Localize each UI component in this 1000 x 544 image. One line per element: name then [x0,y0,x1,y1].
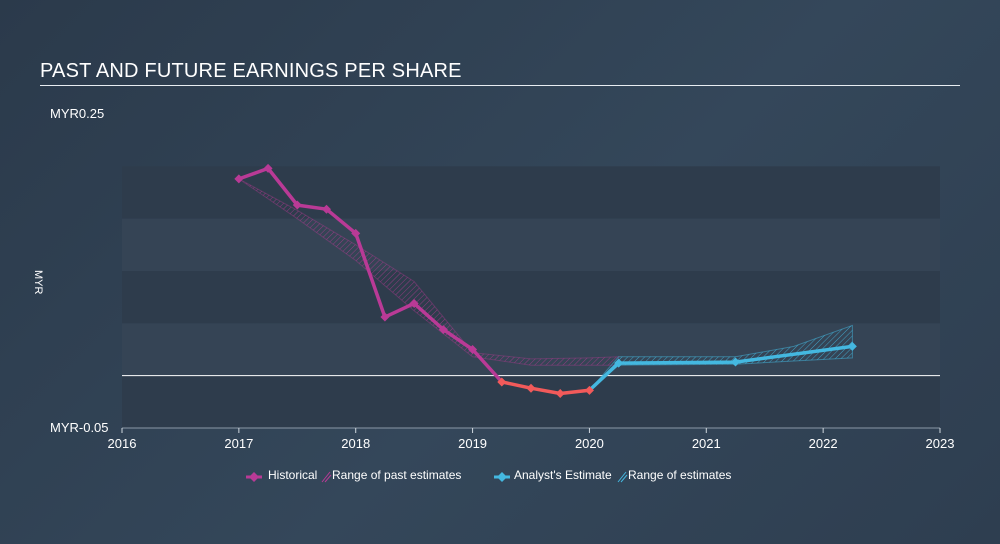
historical-point [438,325,448,335]
x-tick-label: 2022 [809,436,838,451]
historical-point [380,312,390,322]
x-tick-label: 2018 [341,436,370,451]
chart-title: PAST AND FUTURE EARNINGS PER SHARE [40,60,462,82]
historical-point [526,383,536,393]
legend-future-range-marker [617,471,628,483]
historical-point [555,388,565,398]
historical-point [263,163,273,173]
estimate-point [847,341,857,351]
historical-point [468,345,478,354]
x-tick-label: 2017 [224,436,253,451]
legend-markers [246,471,628,483]
band-1 [122,218,940,271]
historical-point [234,174,244,184]
legend-historical-label: Historical [268,468,318,482]
estimate-point [731,357,740,367]
legend-estimate-marker [497,472,507,482]
series-lines [238,166,853,396]
legend-estimate-label: Analyst's Estimate [514,468,612,482]
series-points [234,163,857,398]
historical-point [497,377,507,387]
historical-negative-line [501,380,590,396]
legend-historical-marker [249,472,259,482]
estimate-point [614,358,624,368]
historical-point [351,228,361,238]
x-tick-label: 2016 [108,436,137,451]
chart-background-bands [122,166,940,428]
future-estimates-range [589,324,853,391]
x-tick-label: 2020 [575,436,604,451]
y-axis-max-label: MYR0.25 [50,106,105,121]
x-axis: 2016 2017 2018 2019 2020 2021 2022 2023 [108,427,955,451]
x-tick-label: 2021 [692,436,721,451]
historical-line [238,166,504,384]
historical-point [584,385,594,395]
x-tick-label: 2019 [458,436,487,451]
legend-past-range-label: Range of past estimates [332,468,462,482]
title-divider [40,85,960,86]
x-tick-label: 2023 [926,436,955,451]
historical-point [409,298,419,308]
historical-point [292,200,302,210]
band-0 [122,166,940,219]
legend-future-range-label: Range of estimates [628,468,732,482]
estimate-line [588,344,853,392]
band-4 [122,375,940,428]
legend-past-range-marker [321,471,332,483]
band-2 [122,271,940,324]
historical-point [322,204,331,214]
y-axis-min-label: MYR-0.05 [50,420,109,435]
